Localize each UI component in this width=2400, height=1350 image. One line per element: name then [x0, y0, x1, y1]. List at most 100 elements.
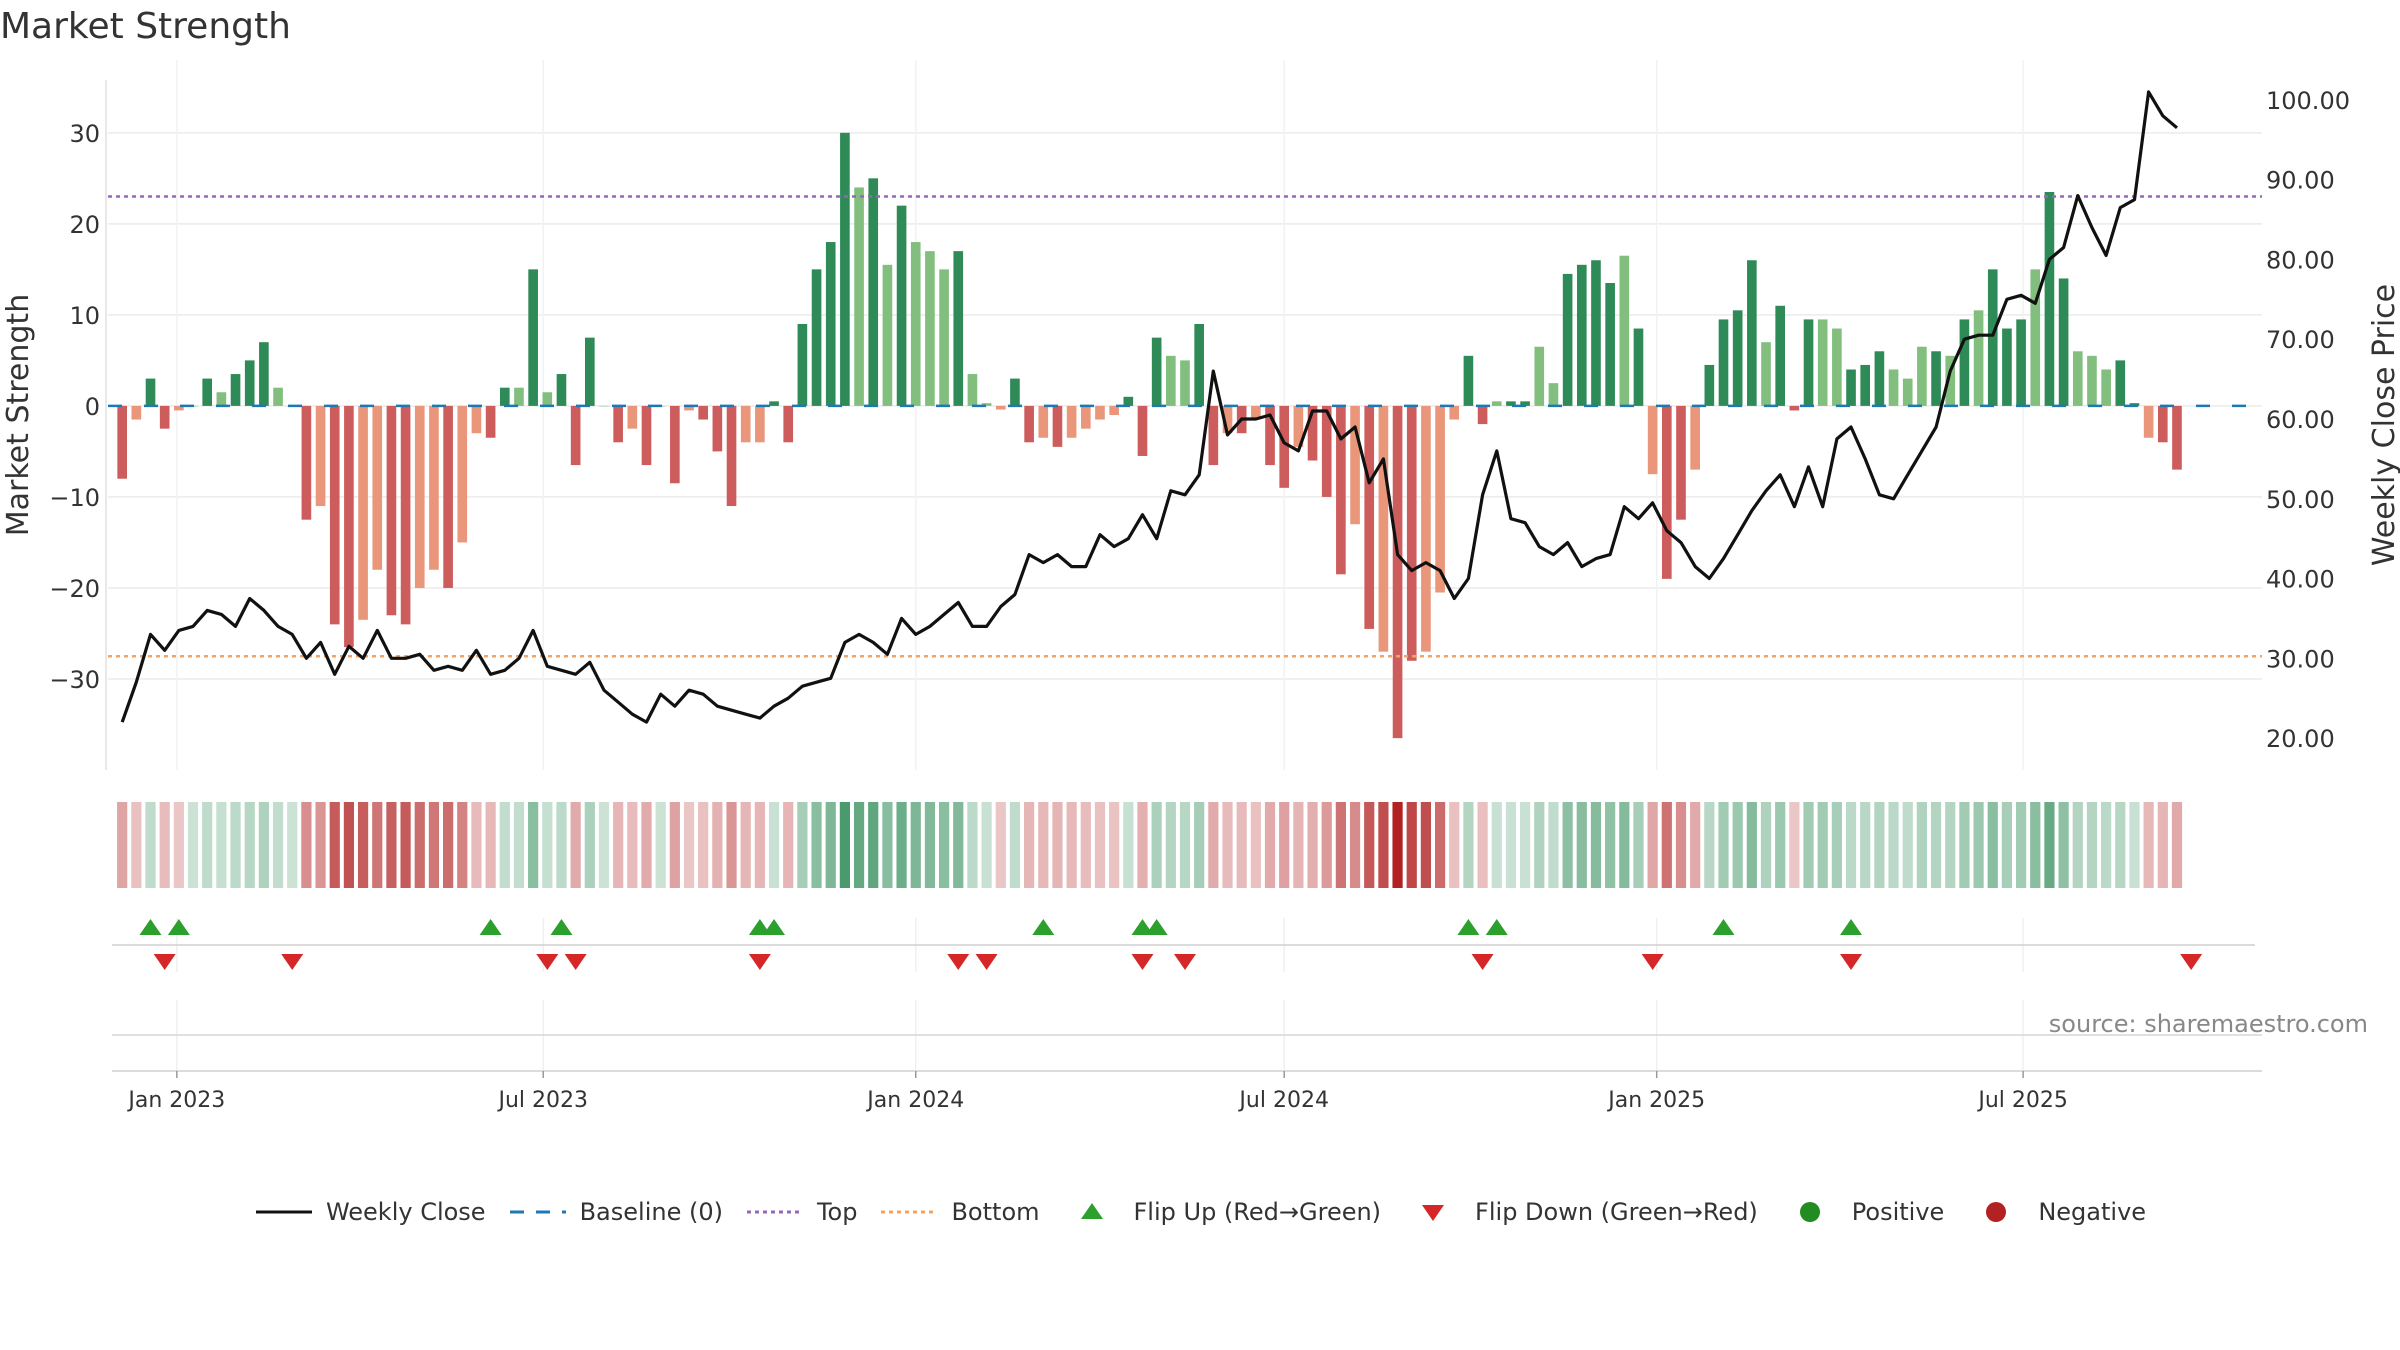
strength-bar: [1392, 405, 1403, 739]
legend: Weekly Close Baseline (0) Top Bottom Flip Up…: [0, 1198, 2400, 1226]
heat-cell: [1392, 802, 1403, 888]
heat-cell: [329, 802, 340, 888]
strength-bar: [840, 132, 850, 406]
heat-cell: [1562, 802, 1573, 888]
heat-cell: [627, 802, 638, 888]
strength-bar: [1945, 355, 1956, 406]
strength-bar: [216, 392, 227, 406]
heat-cell: [1491, 802, 1502, 888]
heat-cell: [2115, 802, 2126, 888]
y-tick-label: −10: [49, 484, 100, 512]
flip-down-marker: [1641, 954, 1664, 970]
strength-bar: [1180, 360, 1190, 406]
strength-bar: [1888, 369, 1899, 406]
strength-bar: [1010, 378, 1020, 406]
flip-down-marker: [153, 954, 176, 970]
y2-tick-label: 20.00: [2266, 725, 2335, 753]
legend-label: Flip Up (Red→Green): [1133, 1198, 1382, 1226]
y-tick-label: −20: [49, 575, 100, 603]
strength-bar: [1024, 405, 1034, 443]
strength-bar: [740, 405, 751, 443]
legend-label: Positive: [1851, 1198, 1945, 1226]
strength-bar: [670, 405, 680, 484]
strength-bar: [641, 405, 652, 466]
heat-cell: [683, 802, 695, 888]
flip-up-marker: [1712, 919, 1735, 935]
strength-bar: [1208, 405, 1219, 466]
weekly-close-series: [120, 90, 2179, 724]
heat-cell: [1520, 802, 1531, 888]
legend-swatch-bottom: [881, 1210, 938, 1214]
heat-cell: [1179, 802, 1191, 888]
heat-cell: [145, 802, 156, 888]
heat-cell: [2030, 802, 2041, 888]
heat-cell: [1704, 802, 1715, 888]
strength-bar: [1803, 319, 1814, 406]
strength-bar: [613, 405, 623, 443]
strength-bar: [1520, 401, 1530, 406]
legend-swatch-flip_up: [1080, 1203, 1103, 1219]
heat-cell: [1675, 802, 1687, 888]
strength-bar: [1151, 337, 1162, 406]
strength-bar: [2115, 360, 2126, 406]
flip-down-marker: [975, 954, 998, 970]
strength-bar: [1605, 283, 1615, 406]
legend-label: Bottom: [951, 1198, 1040, 1226]
heat-cell: [853, 802, 865, 888]
strength-bar: [1265, 405, 1275, 466]
heat-cell: [1123, 802, 1134, 888]
heat-cell: [1930, 802, 1942, 888]
strength-bar: [2072, 351, 2083, 406]
strength-bar: [159, 405, 170, 429]
heat-cell: [768, 802, 780, 888]
y-tick-label: 10: [69, 302, 100, 330]
strength-bars: [117, 132, 2182, 739]
legend-triangle-up-icon: [1080, 1203, 1103, 1219]
heat-cell: [1888, 802, 1899, 888]
strength-bar: [1052, 405, 1063, 447]
heat-cell: [457, 802, 468, 888]
strength-bar: [1194, 323, 1204, 406]
heat-cell: [1038, 802, 1049, 888]
heat-cell: [2086, 802, 2098, 888]
heat-cell: [1449, 802, 1460, 888]
source-label: source: sharemaestro.com: [2048, 1010, 2368, 1038]
heat-cell: [2171, 802, 2183, 888]
strength-bar: [755, 405, 765, 443]
heat-cell: [1817, 802, 1828, 888]
legend-item-flip_down: Flip Down (Green→Red): [1403, 1198, 1758, 1226]
heat-cell: [2015, 802, 2027, 888]
heat-cell: [528, 802, 539, 888]
strength-bar: [174, 405, 184, 411]
strength-bar: [868, 178, 879, 406]
heat-cell: [924, 802, 936, 888]
strength-bar: [372, 405, 383, 570]
flip-up-marker: [1145, 919, 1168, 935]
heat-cell: [272, 802, 284, 888]
heat-cell: [1775, 802, 1786, 888]
heat-cell: [2072, 802, 2083, 888]
strength-bar: [230, 374, 241, 406]
flip-markers: [112, 919, 2255, 970]
heat-cell: [1165, 802, 1176, 888]
heat-cell: [1335, 802, 1346, 888]
heat-cell: [783, 802, 794, 888]
strength-bar: [2044, 191, 2055, 406]
flip-down-marker: [564, 954, 587, 970]
strength-bar: [202, 378, 213, 406]
strength-bar: [769, 401, 779, 406]
strength-bar: [939, 269, 949, 406]
heat-cell: [1605, 802, 1616, 888]
heat-cell: [1987, 802, 1998, 888]
flip-up-marker: [139, 919, 162, 935]
strength-bar: [485, 405, 496, 438]
heat-cell: [641, 802, 652, 888]
strength-bar: [145, 378, 156, 406]
strength-bar: [1619, 255, 1630, 406]
y2-tick-label: 30.00: [2266, 645, 2335, 673]
heat-cell: [981, 802, 992, 888]
y-axis-title: Market Strength: [1, 294, 36, 536]
heat-cell: [1831, 802, 1842, 888]
strength-bar: [698, 405, 709, 420]
